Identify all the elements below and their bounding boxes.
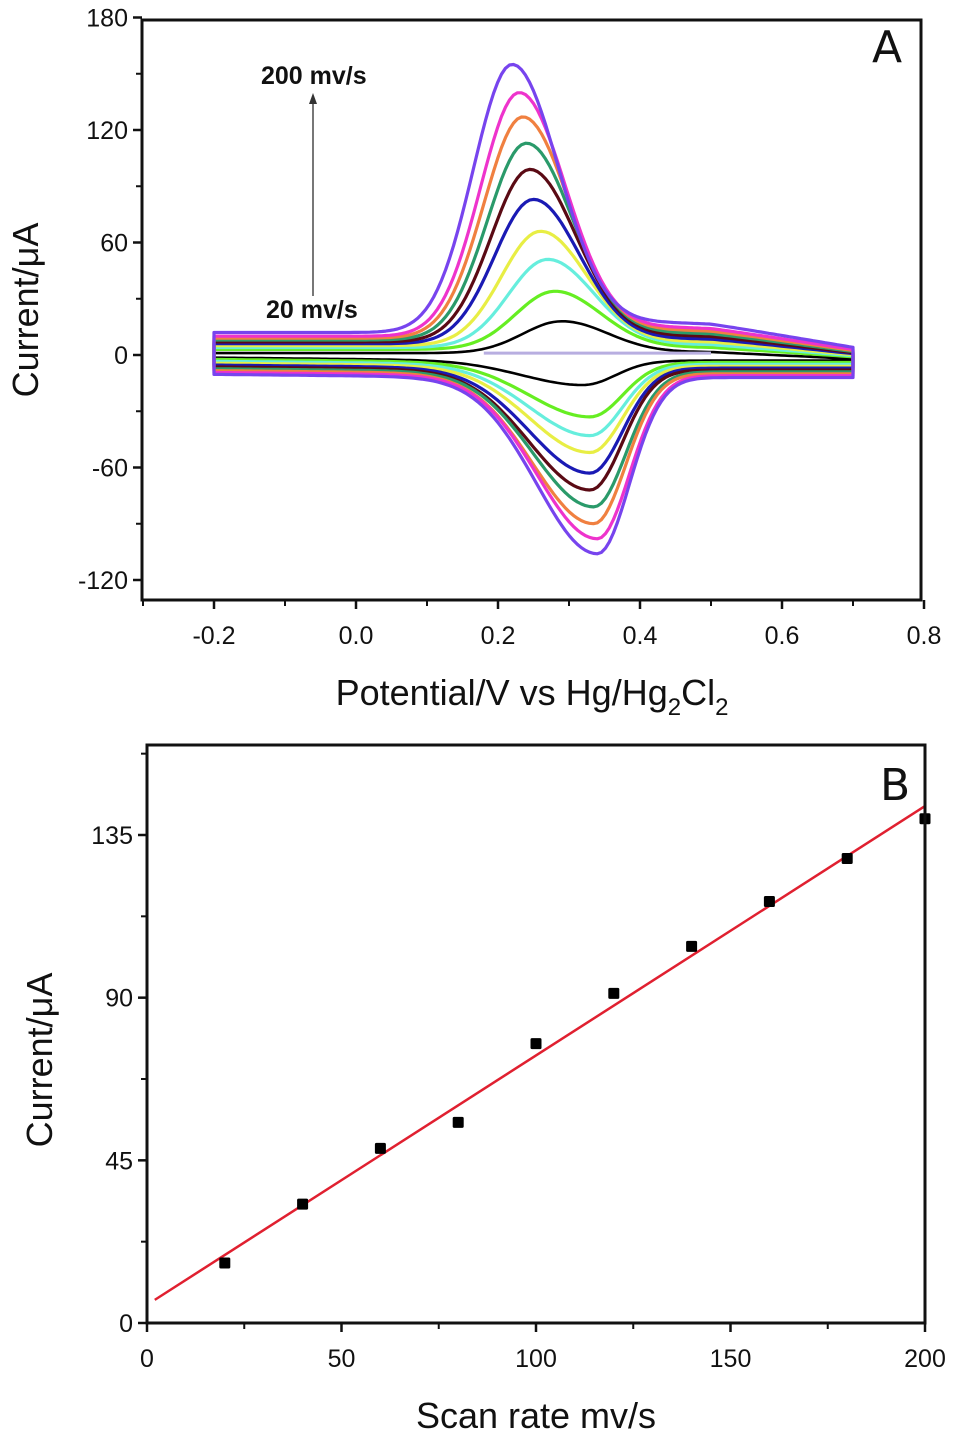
x-tick-label: 200 xyxy=(904,1345,946,1373)
x-tick-label: 0.2 xyxy=(481,622,516,650)
x-axis-title-main: Potential/V vs Hg/Hg xyxy=(336,672,668,713)
y-axis-title: Current/μA xyxy=(5,223,46,398)
data-point xyxy=(219,1257,231,1269)
x-tick-label: 150 xyxy=(710,1345,752,1373)
cv-curves xyxy=(212,62,855,556)
x-axis-title-sub1: 2 xyxy=(668,694,681,721)
x-tick-label: 0.6 xyxy=(765,622,800,650)
y-tick-label: 0 xyxy=(119,1310,133,1338)
y-tick-label: -60 xyxy=(92,455,128,483)
data-point xyxy=(686,940,698,952)
x-axis-ticks: -0.2 0.0 0.2 0.4 0.6 0.8 xyxy=(142,600,942,650)
panel-label-a: A xyxy=(872,22,902,73)
data-point xyxy=(841,852,853,864)
y-tick-label: 90 xyxy=(105,985,133,1013)
x-tick-label: 50 xyxy=(328,1345,356,1373)
x-tick-label: 0.4 xyxy=(623,622,658,650)
x-tick-label: 0.0 xyxy=(339,622,374,650)
x-axis-title-sub2: 2 xyxy=(715,694,728,721)
y-tick-label: 135 xyxy=(91,822,133,850)
y-tick-label: 180 xyxy=(86,5,128,33)
data-points xyxy=(219,813,931,1269)
data-point xyxy=(452,1116,464,1128)
x-tick-label: 0 xyxy=(140,1345,154,1373)
y-tick-label: 60 xyxy=(100,230,128,258)
x-axis-ticks: 0 50 100 150 200 xyxy=(140,1323,946,1373)
data-point xyxy=(297,1198,309,1210)
panel-a-cyclic-voltammetry: -0.2 0.0 0.2 0.4 0.6 0.8 -120 -60 0 60 120 180 A 2… xyxy=(5,5,941,722)
data-point xyxy=(763,896,775,908)
x-axis-title-mid: Cl xyxy=(681,672,715,713)
arrow-head-icon xyxy=(309,93,317,104)
y-axis-ticks: -120 -60 0 60 120 180 xyxy=(78,5,142,595)
plot-frame xyxy=(140,18,923,602)
x-axis-title: Scan rate mv/s xyxy=(416,1395,656,1435)
y-tick-label: 120 xyxy=(86,117,128,145)
y-axis-ticks: 0 45 90 135 xyxy=(91,752,147,1338)
plot-frame xyxy=(145,743,927,1325)
data-point xyxy=(530,1038,542,1050)
linear-fit-line xyxy=(154,805,926,1301)
x-axis-title: Potential/V vs Hg/Hg2Cl2 xyxy=(336,672,729,721)
x-tick-label: 0.8 xyxy=(907,622,942,650)
y-axis-title: Current/μA xyxy=(19,973,60,1148)
annotation-top: 200 mv/s xyxy=(261,62,367,90)
annotation-bottom: 20 mv/s xyxy=(266,296,358,324)
y-tick-label: 0 xyxy=(114,342,128,370)
panel-label-b: B xyxy=(880,760,910,811)
data-point xyxy=(374,1142,386,1154)
x-tick-label: -0.2 xyxy=(192,622,235,650)
data-point xyxy=(608,987,620,999)
cv-curve-140mvs xyxy=(212,141,855,509)
x-tick-label: 100 xyxy=(515,1345,557,1373)
y-tick-label: 45 xyxy=(105,1147,133,1175)
cv-curve-200mvs xyxy=(212,62,855,556)
y-tick-label: -120 xyxy=(78,567,128,595)
panel-b-scan-rate-plot: 0 50 100 150 200 0 45 90 135 B Current/μA Scan … xyxy=(19,743,946,1435)
